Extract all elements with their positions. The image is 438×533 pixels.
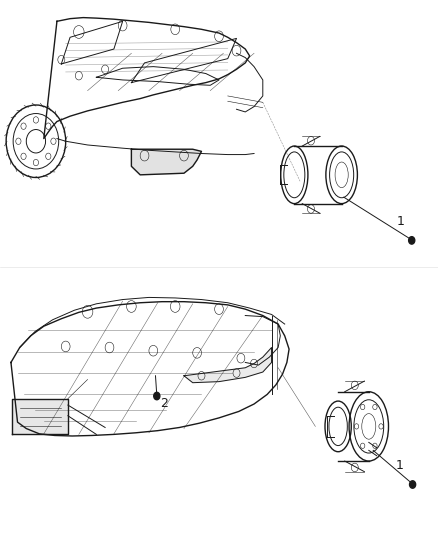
Polygon shape	[12, 399, 68, 434]
Text: 1: 1	[396, 215, 404, 228]
Circle shape	[410, 481, 416, 488]
Text: 2: 2	[160, 397, 168, 409]
Circle shape	[409, 237, 415, 244]
Polygon shape	[131, 149, 201, 175]
Polygon shape	[184, 348, 272, 383]
Circle shape	[154, 392, 160, 400]
Text: 1: 1	[396, 459, 404, 472]
